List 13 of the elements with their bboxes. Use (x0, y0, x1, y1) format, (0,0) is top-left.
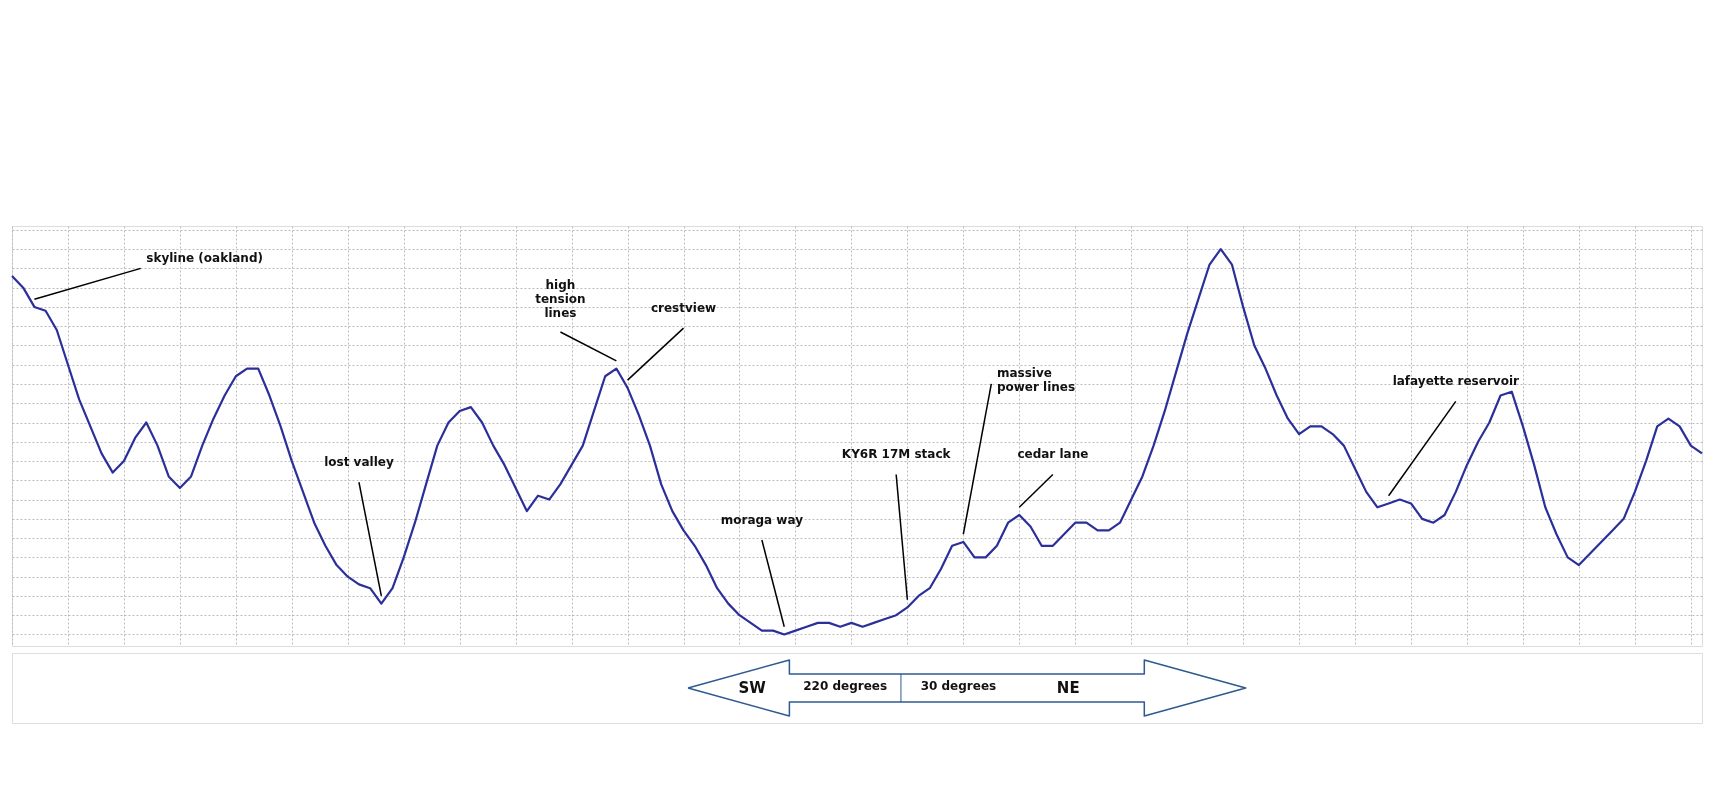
text: 220 degrees (803, 678, 888, 693)
text: NE (1056, 679, 1080, 697)
annotation: cedar lane (1017, 447, 1089, 462)
annotation: lost valley (324, 454, 394, 469)
annotation: crestview (650, 300, 717, 315)
annotation: KY6R 17M stack (841, 447, 952, 462)
annotation: high tension lines (535, 277, 586, 320)
text: SW (738, 679, 767, 697)
annotation: moraga way (720, 512, 804, 527)
annotation: lafayette reservoir (1392, 373, 1519, 388)
annotation: massive power lines (996, 366, 1076, 395)
text: 30 degrees (920, 678, 997, 693)
annotation: skyline (oakland) (146, 250, 263, 265)
